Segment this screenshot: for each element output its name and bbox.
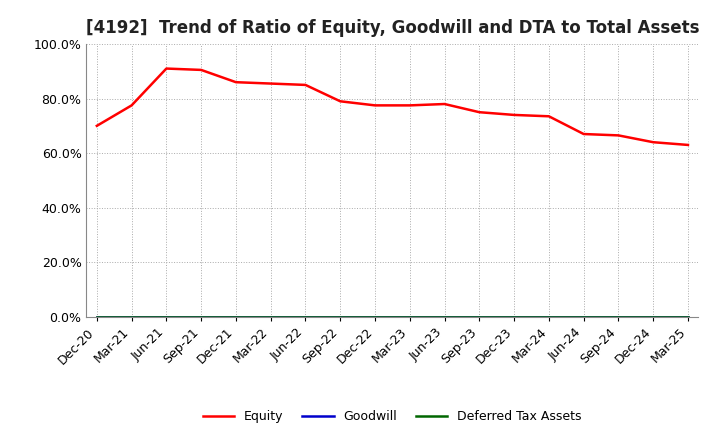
Deferred Tax Assets [475,314,484,319]
Goodwill [266,314,275,319]
Deferred Tax Assets [371,314,379,319]
Deferred Tax Assets [544,314,553,319]
Equity [440,101,449,106]
Equity [232,80,240,85]
Deferred Tax Assets [127,314,136,319]
Equity [371,103,379,108]
Equity [127,103,136,108]
Goodwill [405,314,414,319]
Goodwill [544,314,553,319]
Title: [4192]  Trend of Ratio of Equity, Goodwill and DTA to Total Assets: [4192] Trend of Ratio of Equity, Goodwil… [86,19,699,37]
Deferred Tax Assets [197,314,205,319]
Equity [510,112,518,117]
Goodwill [232,314,240,319]
Equity [544,114,553,119]
Goodwill [580,314,588,319]
Deferred Tax Assets [510,314,518,319]
Equity [162,66,171,71]
Deferred Tax Assets [649,314,657,319]
Equity [475,110,484,115]
Deferred Tax Assets [336,314,345,319]
Equity [684,142,693,147]
Deferred Tax Assets [232,314,240,319]
Goodwill [684,314,693,319]
Equity [336,99,345,104]
Deferred Tax Assets [162,314,171,319]
Goodwill [127,314,136,319]
Equity [614,133,623,138]
Equity [266,81,275,86]
Deferred Tax Assets [614,314,623,319]
Goodwill [510,314,518,319]
Goodwill [336,314,345,319]
Legend: Equity, Goodwill, Deferred Tax Assets: Equity, Goodwill, Deferred Tax Assets [198,405,587,428]
Deferred Tax Assets [405,314,414,319]
Goodwill [162,314,171,319]
Goodwill [440,314,449,319]
Goodwill [301,314,310,319]
Goodwill [649,314,657,319]
Goodwill [197,314,205,319]
Equity [92,123,101,128]
Equity [405,103,414,108]
Equity [649,139,657,145]
Goodwill [475,314,484,319]
Line: Equity: Equity [96,69,688,145]
Goodwill [371,314,379,319]
Equity [197,67,205,73]
Deferred Tax Assets [92,314,101,319]
Deferred Tax Assets [440,314,449,319]
Deferred Tax Assets [580,314,588,319]
Goodwill [92,314,101,319]
Deferred Tax Assets [684,314,693,319]
Deferred Tax Assets [266,314,275,319]
Goodwill [614,314,623,319]
Equity [301,82,310,88]
Deferred Tax Assets [301,314,310,319]
Equity [580,132,588,137]
